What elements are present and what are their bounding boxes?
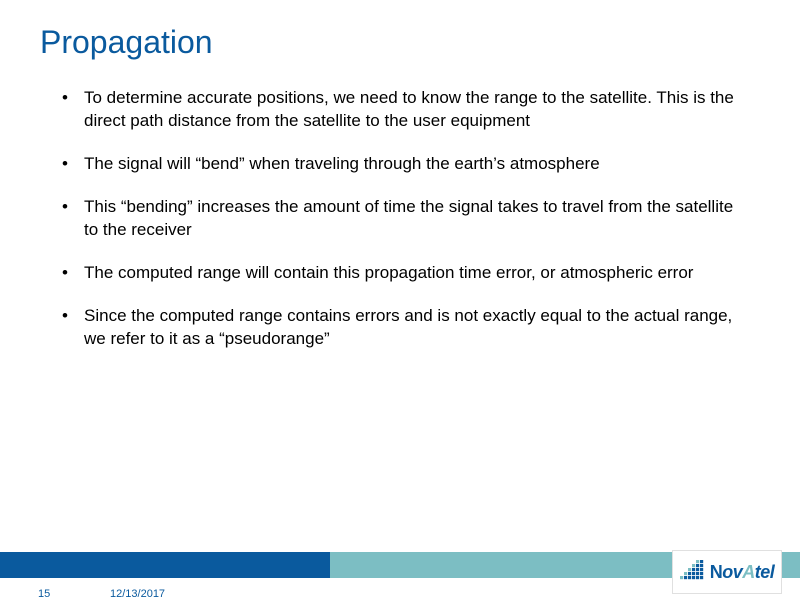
- bullet-item: Since the computed range contains errors…: [60, 305, 740, 351]
- slide-date: 12/13/2017: [110, 588, 165, 600]
- logo-text: NovAtel: [710, 562, 775, 583]
- logo-rest: ovAtel: [722, 562, 774, 583]
- logo-letter-n: N: [710, 562, 723, 583]
- slide-number: 15: [38, 588, 50, 600]
- bullet-item: To determine accurate positions, we need…: [60, 87, 740, 133]
- brand-logo: NovAtel: [672, 550, 782, 594]
- slide: Propagation To determine accurate positi…: [0, 0, 800, 600]
- bullet-item: This “bending” increases the amount of t…: [60, 196, 740, 242]
- footer-bar-primary: [0, 552, 330, 578]
- bullet-list: To determine accurate positions, we need…: [60, 87, 740, 351]
- logo-icon: [680, 560, 706, 584]
- slide-content: To determine accurate positions, we need…: [0, 77, 800, 351]
- slide-title: Propagation: [0, 0, 800, 77]
- logo-inner: NovAtel: [680, 560, 775, 584]
- bullet-item: The signal will “bend” when traveling th…: [60, 153, 740, 176]
- bullet-item: The computed range will contain this pro…: [60, 262, 740, 285]
